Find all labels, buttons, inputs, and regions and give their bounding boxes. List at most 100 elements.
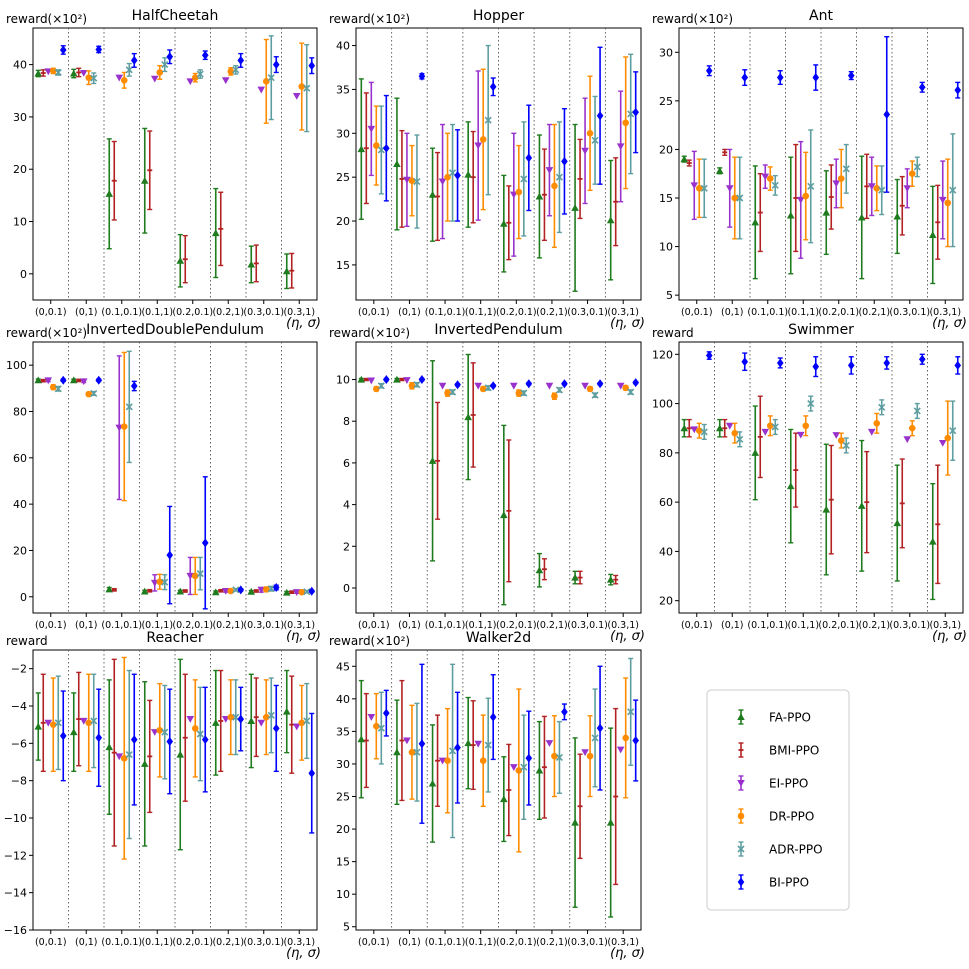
data-point bbox=[479, 385, 487, 393]
x-tick-label: (0.2,1) bbox=[536, 307, 568, 318]
series-bmi-ppo bbox=[40, 378, 295, 595]
data-point bbox=[802, 192, 810, 200]
data-point bbox=[79, 69, 88, 77]
y-tick-label: 15 bbox=[659, 192, 673, 205]
data-point bbox=[59, 375, 67, 385]
data-point bbox=[418, 375, 426, 385]
y-tick-label: −14 bbox=[4, 887, 27, 900]
data-point bbox=[367, 377, 376, 385]
data-point bbox=[484, 741, 492, 749]
y-tick-label: 25 bbox=[659, 95, 673, 108]
y-tick-label: 100 bbox=[652, 398, 673, 411]
data-point bbox=[176, 750, 185, 758]
data-point bbox=[606, 818, 615, 826]
data-point bbox=[586, 385, 594, 393]
data-point bbox=[383, 375, 390, 385]
data-point bbox=[581, 749, 589, 757]
data-point bbox=[500, 795, 508, 803]
y-tick-label: 10 bbox=[13, 216, 27, 229]
data-point bbox=[918, 354, 926, 364]
chart-title: Reacher bbox=[146, 630, 203, 646]
data-point bbox=[161, 61, 169, 69]
chart-panel-reacher: −2 −4 −6 −8 −10 −12 −14 −16 (0,0.1) (0,1) (0.1,0.1… bbox=[4, 630, 321, 961]
data-point bbox=[413, 748, 421, 756]
data-point bbox=[201, 538, 209, 548]
y-tick-label: 10 bbox=[659, 241, 673, 254]
data-point bbox=[428, 779, 437, 787]
x-tick-label: (0.1,0.1) bbox=[747, 307, 788, 318]
chart-title: InvertedPendulum bbox=[434, 322, 562, 338]
series-ei-ppo bbox=[44, 68, 301, 100]
data-point bbox=[105, 585, 114, 593]
data-point bbox=[120, 754, 128, 762]
data-point bbox=[857, 502, 866, 509]
series-bmi-ppo bbox=[363, 362, 619, 585]
x-tick-label: (0,0.1) bbox=[358, 937, 390, 948]
data-point bbox=[196, 570, 204, 578]
data-point bbox=[847, 71, 855, 81]
data-point bbox=[196, 730, 204, 738]
data-point bbox=[796, 431, 805, 439]
data-point bbox=[444, 173, 451, 181]
y-tick-label: 0 bbox=[343, 582, 350, 595]
data-point bbox=[474, 740, 482, 748]
data-point bbox=[489, 381, 497, 391]
x-axis-label: (η, σ) bbox=[932, 316, 967, 331]
data-point bbox=[237, 55, 245, 65]
series-adr-ppo bbox=[54, 35, 311, 133]
chart-title: Hopper bbox=[473, 8, 524, 24]
x-tick-label: (0.3,1) bbox=[929, 620, 961, 631]
data-point bbox=[725, 422, 734, 430]
data-point bbox=[257, 719, 266, 727]
y-tick-label: 20 bbox=[13, 544, 27, 557]
data-point bbox=[298, 83, 306, 90]
data-point bbox=[591, 391, 599, 399]
data-point bbox=[262, 713, 270, 721]
x-tick-label: (0,0.1) bbox=[35, 937, 67, 948]
data-point bbox=[878, 186, 886, 194]
data-point bbox=[700, 428, 708, 436]
legend-item-fa-ppo: FA-PPO bbox=[737, 709, 811, 725]
x-tick-label: (0.2,0.1) bbox=[496, 937, 537, 948]
chart-title: InvertedDoublePendulum bbox=[86, 322, 264, 338]
data-point bbox=[832, 180, 841, 188]
y-tick-label: 80 bbox=[659, 447, 673, 460]
x-tick-label: (0.2,1) bbox=[212, 620, 244, 631]
legend-item-ei-ppo: EI-PPO bbox=[737, 775, 808, 791]
y-tick-label: 5 bbox=[666, 289, 673, 302]
chart-panel-hopper: 15 20 25 30 35 40 (0,0.1) (0,1) (0.1,0.1) (0.1,1)… bbox=[329, 8, 645, 331]
legend: FA-PPO BMI-PPO EI-PPO DR-PPO ADR-PPO BI-PPO bbox=[706, 689, 850, 911]
y-tick-label: 2 bbox=[343, 540, 350, 553]
data-point bbox=[49, 383, 57, 391]
data-point bbox=[525, 153, 533, 163]
data-point bbox=[393, 160, 401, 168]
y-tick-label: 0 bbox=[20, 268, 27, 281]
data-point bbox=[186, 78, 195, 86]
y-tick-label: 35 bbox=[336, 725, 350, 738]
data-point bbox=[247, 587, 256, 595]
series-bmi-ppo bbox=[686, 143, 941, 260]
data-point bbox=[140, 176, 149, 184]
legend-label: BMI-PPO bbox=[769, 744, 819, 758]
data-point bbox=[515, 767, 523, 774]
data-point bbox=[586, 752, 594, 760]
x-tick-label: (0.2,0.1) bbox=[172, 937, 213, 948]
data-point bbox=[49, 721, 57, 728]
series-dr-ppo bbox=[49, 656, 306, 860]
data-point bbox=[786, 482, 795, 490]
data-point bbox=[211, 719, 220, 726]
data-point bbox=[247, 717, 256, 724]
data-point bbox=[150, 75, 159, 83]
series-ei-ppo bbox=[44, 716, 301, 761]
series-fa-ppo bbox=[34, 658, 291, 851]
data-point bbox=[918, 82, 926, 92]
data-point bbox=[479, 757, 487, 764]
data-point bbox=[776, 358, 784, 368]
data-point bbox=[736, 435, 744, 443]
data-point bbox=[176, 587, 185, 595]
y-tick-label: 15 bbox=[336, 259, 350, 272]
data-point bbox=[125, 66, 133, 74]
legend-marker bbox=[737, 877, 745, 887]
